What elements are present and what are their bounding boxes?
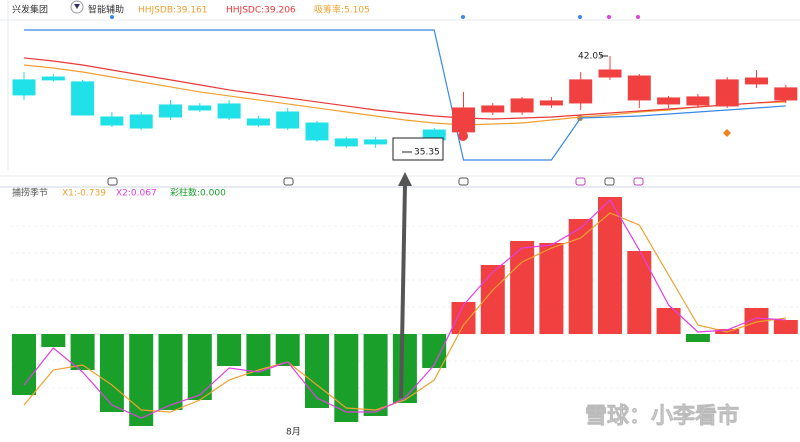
candle-body [246,118,270,126]
candle-body [305,122,329,141]
bar [70,334,95,370]
candle-body [569,79,593,104]
candle-body [41,76,65,81]
series-line [24,29,786,161]
bar [539,243,564,334]
bar [12,334,36,395]
bar [99,334,124,412]
candle-body [715,79,739,107]
candle-body [627,75,651,101]
bar [451,302,476,334]
candle-body [686,96,710,106]
bar [773,320,798,334]
candle-body [364,139,388,145]
bar [305,334,329,408]
candle-body [217,103,241,119]
candle-body [657,97,681,105]
bar [598,197,622,334]
legend-entry: 彩柱数:0.000 [170,187,226,199]
bar [510,241,535,334]
series-line [23,57,786,120]
series-line [23,212,786,413]
signal-markers [70,0,731,186]
bar [217,334,242,366]
candle-body [129,114,153,129]
bar [656,308,681,334]
low-label: 35.35 [414,148,440,158]
bar [158,334,183,410]
candle-body [12,79,36,96]
legend-entry: X1:-0.739 [62,189,106,199]
plot [12,29,798,426]
legend-entry: HHJSDB:39.161 [138,6,208,16]
candle-body [481,105,505,113]
candle-body [188,105,212,111]
legend-entry: X2:0.067 [116,189,157,199]
bar [685,334,710,342]
candle-body [159,104,182,118]
candle-body [539,100,563,106]
panel-title: 捕捞季节 [12,187,48,199]
bar [275,334,300,366]
low-box [392,137,444,161]
series-line [23,199,786,419]
subtitle: 智能辅助 [88,4,124,16]
bar [627,251,652,334]
candle-body [774,87,798,101]
legend-entry: HHJSDC:39.206 [226,6,296,16]
candle-body [510,98,534,113]
high-label: 42.05 [578,52,604,62]
candle-body [334,138,358,147]
candle-body [276,111,300,129]
watermark: 雪球：小李看市 [585,403,739,429]
series-line [23,64,786,126]
candle-body [745,77,768,85]
x-label: 8月 [286,427,301,438]
candle-body [598,69,622,78]
arrow [398,172,412,399]
bar [41,334,66,347]
bar [422,334,447,368]
bar [187,334,212,400]
candle-body [452,107,475,133]
legend-entry: 吸筹率:5.105 [314,4,370,16]
stock-name: 兴发集团 [12,4,48,16]
bar [568,219,593,334]
candle-body [71,81,95,116]
bar [363,334,388,416]
bar [392,334,417,403]
bar [129,334,154,426]
candle-body [100,116,124,126]
